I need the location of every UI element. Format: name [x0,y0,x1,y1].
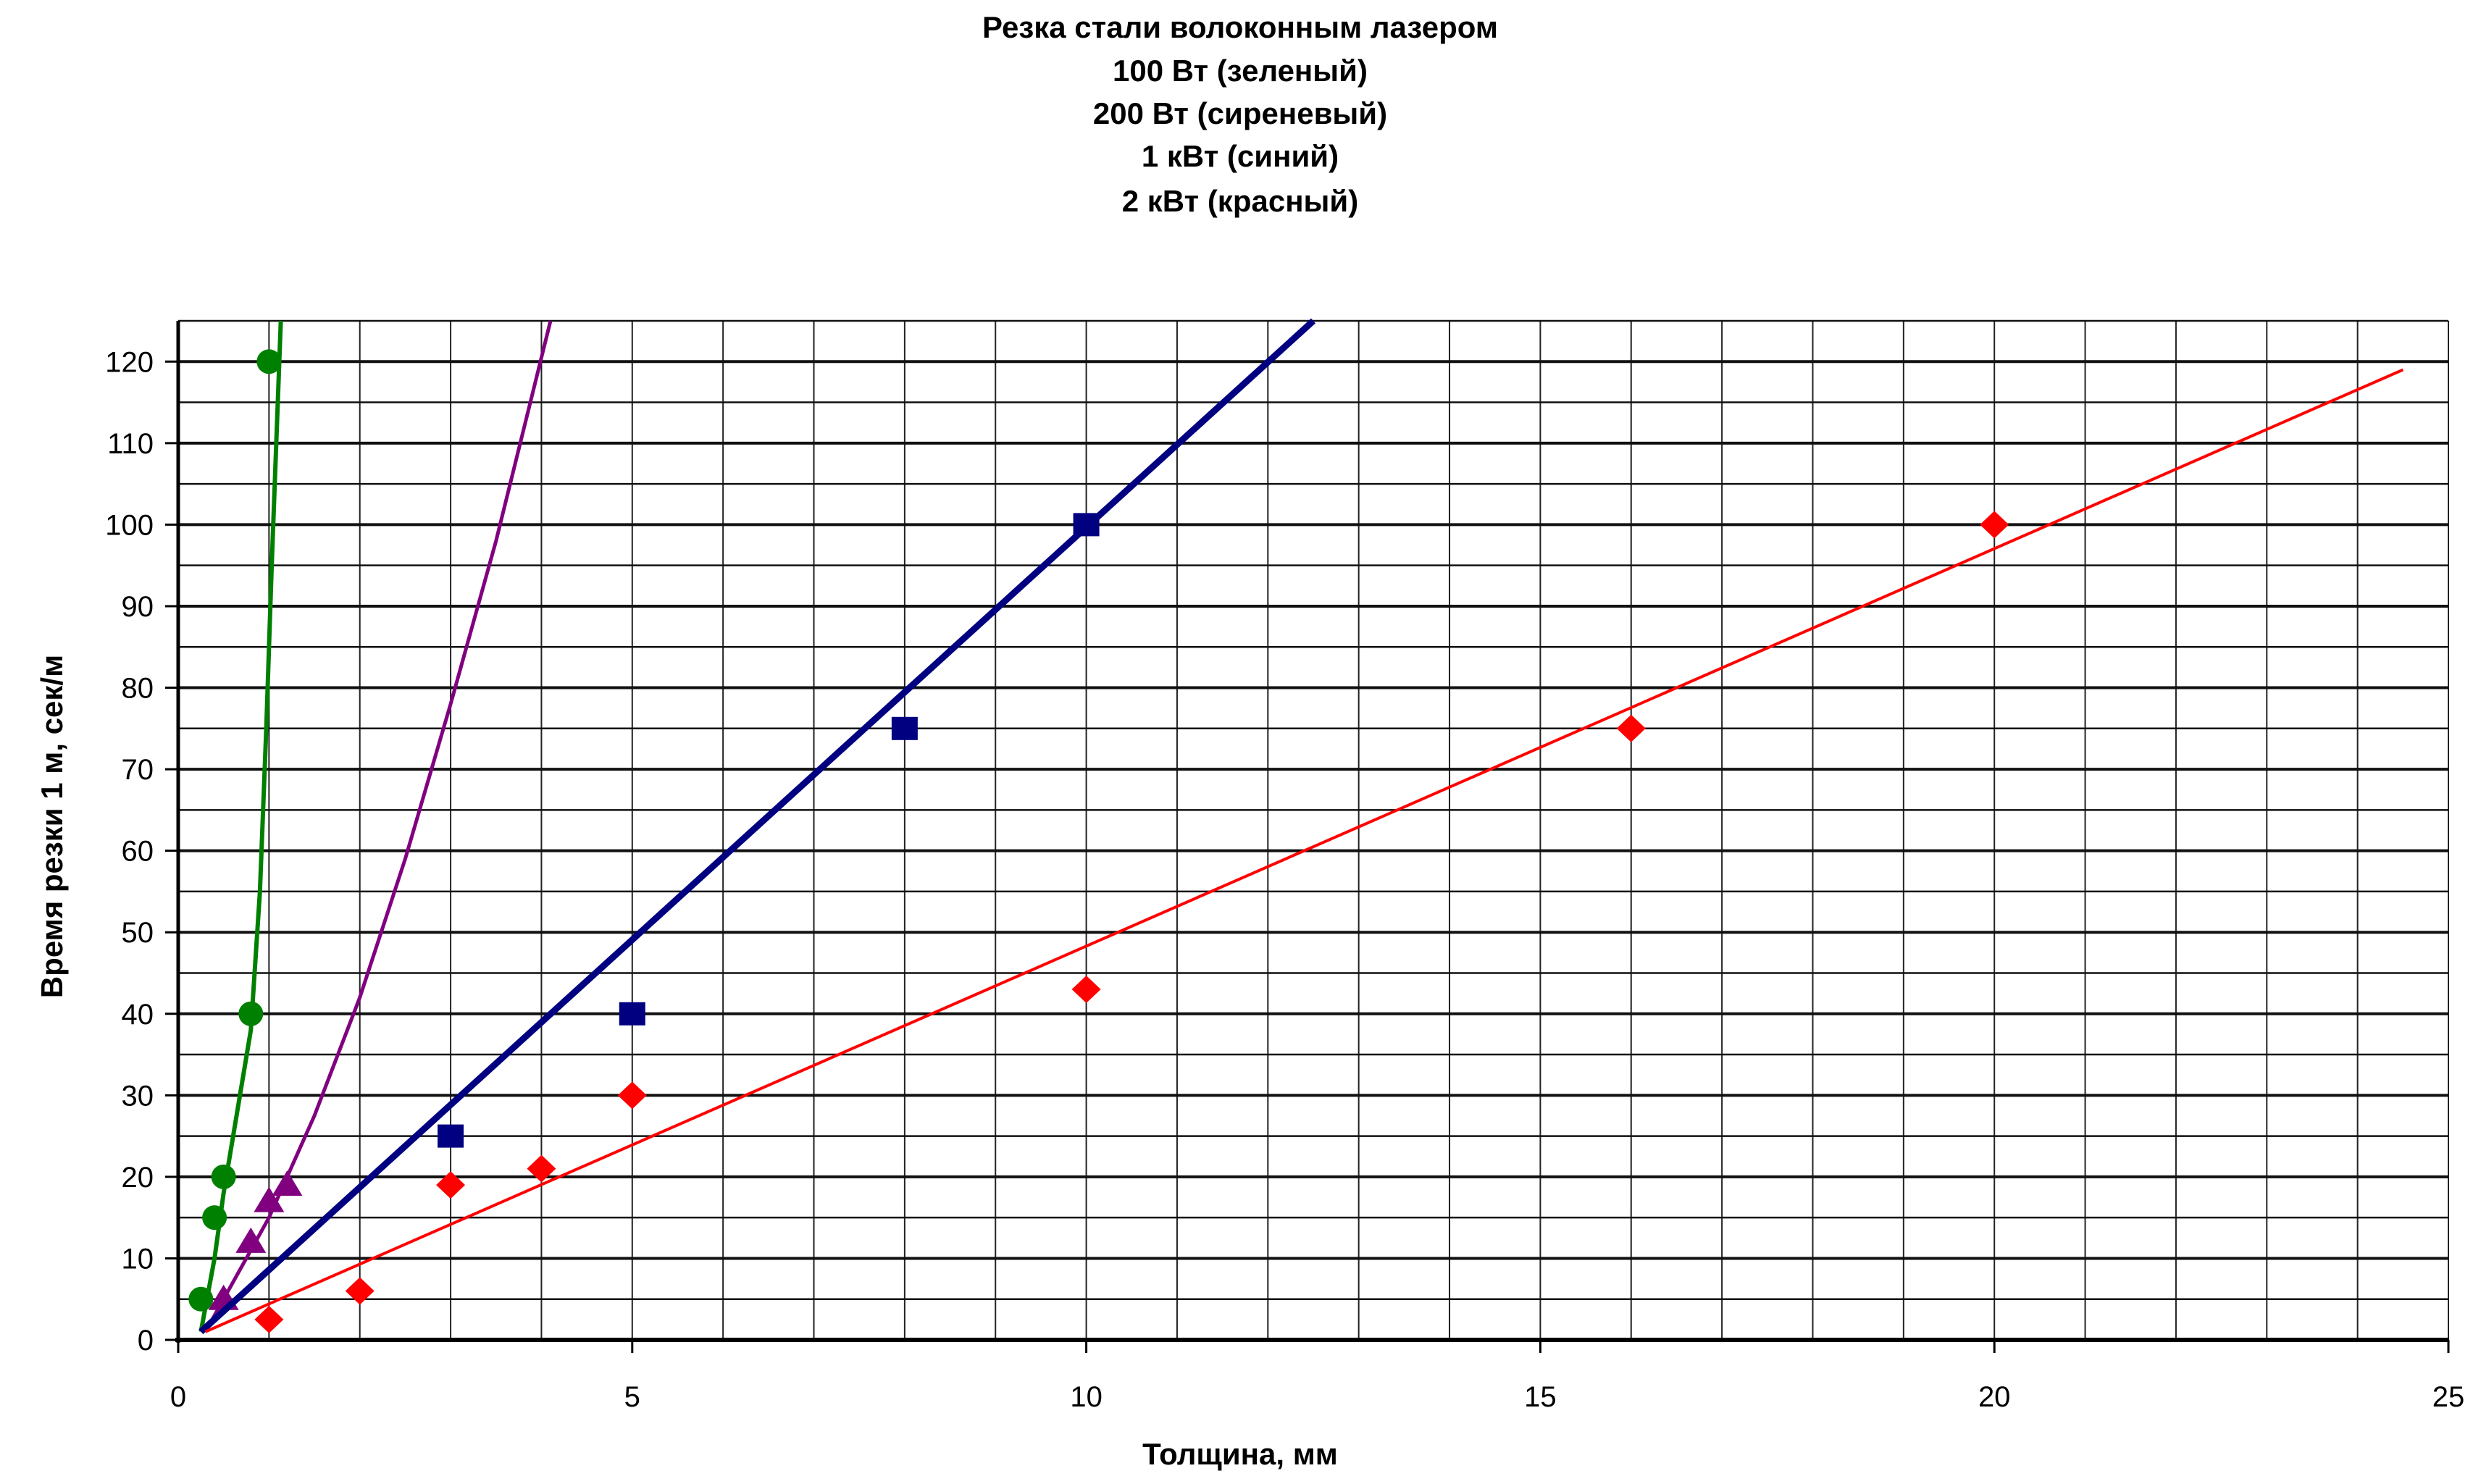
data-point-circle [202,1205,227,1231]
x-tick-label: 5 [624,1381,640,1413]
series-0 [188,320,283,1333]
y-tick-label: 90 [122,591,154,623]
data-point-triangle [272,1170,303,1196]
y-tick-label: 120 [105,346,154,378]
x-tick-label: 15 [1524,1381,1557,1413]
series-2 [198,318,1316,1335]
data-point-square [619,1002,645,1026]
title-line-3: 200 Вт (сиреневый) [1093,96,1387,130]
data-point-square [1073,513,1100,537]
title-line-2: 100 Вт (зеленый) [1113,54,1368,88]
data-point-diamond [436,1171,466,1199]
y-tick-label: 60 [122,836,154,868]
data-point-circle [256,349,282,374]
title-line-5: 2 кВт (красный) [1122,184,1358,218]
trendline-square [198,318,1316,1335]
data-point-diamond [617,1081,647,1110]
data-point-square [891,716,918,740]
y-tick-label: 80 [122,673,154,705]
x-tick-label: 10 [1070,1381,1103,1413]
data-point-circle [238,1001,264,1026]
data-point-triangle [254,1186,285,1212]
data-point-triangle [235,1227,267,1253]
data-point-diamond [254,1305,284,1333]
data-point-circle [211,1164,236,1189]
tick-labels: 0 5 10 15 20 25 0 10 20 30 40 50 60 70 80 90 100 110 120 [105,346,2464,1413]
y-tick-label: 100 [105,509,154,541]
x-axis-label: Толщина, мм [1142,1437,1338,1471]
y-tick-label: 20 [122,1162,154,1194]
y-tick-label: 110 [107,428,154,460]
chart-title: Резка стали волоконным лазером 100 Вт (з… [982,10,1498,218]
y-tick-label: 10 [122,1243,154,1275]
plot-area [188,318,2404,1335]
x-tick-label: 20 [1978,1381,2011,1413]
series-3 [204,368,2404,1333]
grid [178,319,2449,1340]
title-line-4: 1 кВт (синий) [1142,139,1339,173]
y-axis-label: Время резки 1 м, сек/м [35,655,69,998]
title-line-1: Резка стали волоконным лазером [982,10,1498,44]
y-tick-label: 40 [122,999,154,1031]
data-point-diamond [1071,975,1101,1003]
trendline-triangle [204,320,553,1333]
data-point-circle [188,1286,214,1312]
y-tick-label: 70 [122,754,154,786]
x-tick-label: 0 [170,1381,186,1413]
axes [165,321,2450,1353]
y-tick-label: 50 [122,917,154,949]
data-point-square [438,1124,464,1148]
data-point-diamond [345,1277,375,1305]
series-1 [204,320,553,1333]
data-point-diamond [1616,714,1646,742]
data-point-diamond [527,1154,556,1183]
data-point-diamond [1980,511,2009,539]
y-tick-label: 0 [138,1325,154,1357]
x-tick-label: 25 [2432,1381,2465,1413]
y-tick-label: 30 [122,1080,154,1112]
trendline-diamond [204,368,2404,1333]
